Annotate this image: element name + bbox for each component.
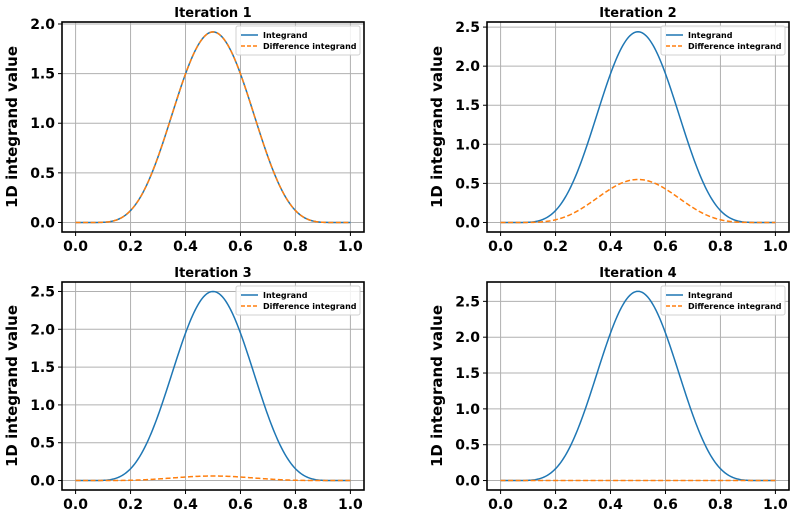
y-tick-label: 0.5 — [455, 438, 480, 454]
y-tick-label: 0.0 — [455, 215, 480, 231]
y-tick-label: 2.0 — [455, 59, 480, 75]
subplot-title: Iteration 1 — [174, 6, 251, 21]
integrand-line — [500, 290, 776, 482]
y-tick-label: 2.0 — [455, 330, 480, 346]
legend-label: Integrand — [688, 31, 733, 40]
y-tick-label: 0.0 — [30, 474, 55, 490]
legend-label: Difference integrand — [688, 302, 782, 311]
x-tick-label: 0.0 — [488, 239, 513, 255]
x-tick-label: 1.0 — [338, 497, 363, 513]
y-tick-label: 1.5 — [30, 67, 55, 83]
subplot-2: 0.0 0.2 0.4 0.6 0.8 1.0 0.0 0.5 1.0 1.5 2.0 2.5 Iter… — [428, 6, 790, 255]
legend-box — [235, 25, 361, 56]
x-tick-label: 0.6 — [228, 239, 253, 255]
subplot-title: Iteration 3 — [174, 266, 251, 281]
y-tick-label: 2.5 — [455, 294, 480, 310]
difference-integrand-line — [75, 475, 351, 482]
legend: Integrand Difference integrand — [660, 25, 786, 56]
x-tick-label: 1.0 — [763, 239, 788, 255]
y-tick-label: 2.5 — [455, 20, 480, 36]
x-tick-label: 0.0 — [63, 497, 88, 513]
x-tick-label: 0.8 — [283, 239, 308, 255]
y-tick-label: 1.0 — [30, 398, 55, 414]
x-tick-label: 0.6 — [653, 239, 678, 255]
legend-box — [660, 285, 786, 316]
x-tick-label: 1.0 — [763, 497, 788, 513]
y-tick-label: 0.5 — [30, 166, 55, 182]
y-tick-label: 0.5 — [30, 436, 55, 452]
y-tick-label: 2.0 — [30, 322, 55, 338]
y-axis-label: 1D integrand value — [3, 46, 21, 208]
x-tick-label: 0.6 — [228, 497, 253, 513]
y-axis-label: 1D integrand value — [428, 305, 446, 467]
y-tick-label: 0.0 — [30, 215, 55, 231]
y-tick-label: 1.0 — [455, 137, 480, 153]
y-axis-label: 1D integrand value — [3, 305, 21, 467]
y-tick-label: 1.0 — [30, 116, 55, 132]
legend-label: Difference integrand — [263, 42, 357, 51]
x-tick-label: 0.0 — [63, 239, 88, 255]
y-tick-label: 0.5 — [455, 176, 480, 192]
x-tick-label: 0.4 — [173, 497, 198, 513]
legend-label: Difference integrand — [263, 302, 357, 311]
y-tick-label: 2.5 — [30, 284, 55, 300]
x-tick-label: 0.0 — [488, 497, 513, 513]
x-tick-label: 0.2 — [118, 239, 143, 255]
x-tick-label: 0.6 — [653, 497, 678, 513]
y-tick-label: 1.5 — [455, 366, 480, 382]
legend-box — [235, 285, 361, 316]
x-tick-label: 0.4 — [598, 239, 623, 255]
legend-label: Difference integrand — [688, 42, 782, 51]
difference-integrand-line — [75, 31, 351, 224]
integrand-line — [500, 31, 776, 224]
legend-box — [660, 25, 786, 56]
x-tick-label: 1.0 — [338, 239, 363, 255]
y-tick-label: 1.5 — [455, 98, 480, 114]
subplot-title: Iteration 2 — [599, 6, 676, 21]
legend-label: Integrand — [688, 291, 733, 300]
legend: Integrand Difference integrand — [235, 285, 361, 316]
subplot-3: 0.0 0.2 0.4 0.6 0.8 1.0 0.0 0.5 1.0 1.5 2.0 2.5 Iter… — [3, 266, 365, 513]
y-tick-label: 1.0 — [455, 402, 480, 418]
integrand-line — [75, 31, 351, 224]
subplot-4: 0.0 0.2 0.4 0.6 0.8 1.0 0.0 0.5 1.0 1.5 2.0 2.5 Iter… — [428, 266, 790, 513]
subplot-title: Iteration 4 — [599, 266, 676, 281]
legend-label: Integrand — [263, 31, 308, 40]
legend-label: Integrand — [263, 291, 308, 300]
x-tick-label: 0.8 — [708, 497, 733, 513]
axes-frame — [61, 281, 365, 491]
y-axis-label: 1D integrand value — [428, 46, 446, 208]
x-tick-label: 0.8 — [708, 239, 733, 255]
legend: Integrand Difference integrand — [660, 285, 786, 316]
axes-frame — [486, 21, 790, 233]
legend: Integrand Difference integrand — [235, 25, 361, 56]
x-tick-label: 0.2 — [543, 239, 568, 255]
integrand-line — [75, 290, 351, 482]
axes-frame — [486, 281, 790, 491]
y-tick-label: 2.0 — [30, 17, 55, 33]
subplot-1: 0.0 0.2 0.4 0.6 0.8 1.0 0.0 0.5 1.0 1.5 2.0 Iterati… — [3, 6, 365, 255]
x-tick-label: 0.4 — [598, 497, 623, 513]
x-tick-label: 0.4 — [173, 239, 198, 255]
axes-frame — [61, 21, 365, 233]
x-tick-label: 0.8 — [283, 497, 308, 513]
x-tick-label: 0.2 — [543, 497, 568, 513]
y-tick-label: 1.5 — [30, 360, 55, 376]
difference-integrand-line — [500, 178, 776, 224]
x-tick-label: 0.2 — [118, 497, 143, 513]
y-tick-label: 0.0 — [455, 474, 480, 490]
